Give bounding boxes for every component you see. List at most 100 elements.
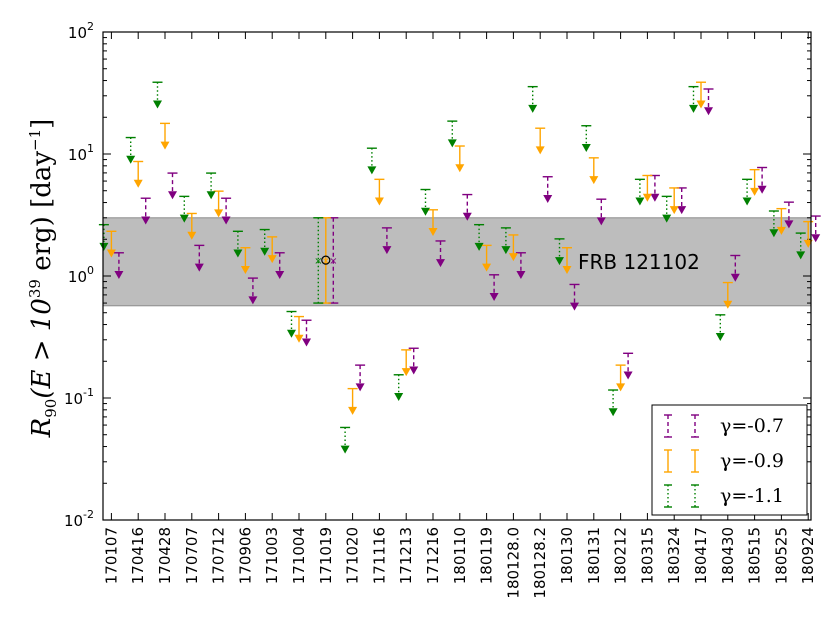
series-1-limit	[106, 230, 117, 258]
series-2-limit	[500, 227, 511, 255]
series-0-limit	[542, 176, 553, 203]
series-2-limit	[340, 426, 351, 454]
series-1-limit	[669, 187, 680, 215]
series-2-limit-arrow	[769, 229, 779, 238]
series-1-limit-arrow	[240, 265, 250, 274]
series-1-limit-arrow	[455, 164, 465, 173]
series-0-limit-arrow	[275, 271, 285, 279]
x-tick-label: 180525	[772, 527, 790, 584]
series-1-limit	[776, 207, 787, 235]
frb-point-x-marker: ×	[314, 256, 322, 267]
series-2-limit	[152, 81, 163, 109]
band-label: FRB 121102	[578, 250, 700, 274]
series-0-limit	[301, 319, 312, 347]
legend-label-2: γ=-1.1	[720, 485, 784, 507]
series-1-limit	[615, 364, 626, 392]
plot-frame	[102, 31, 812, 521]
series-2-limit-arrow	[420, 207, 430, 216]
series-2-limit-arrow	[126, 155, 136, 164]
frb-band	[102, 217, 812, 307]
series-0-limit	[489, 274, 500, 302]
series-0-limit-arrow	[516, 271, 526, 279]
series-1-limit	[562, 247, 572, 274]
series-2-limit	[366, 147, 377, 175]
x-tick-label: 171116	[370, 527, 388, 584]
series-2-limit	[179, 195, 190, 223]
series-1-limit-arrow	[106, 249, 116, 258]
x-tick-label: 180417	[692, 527, 710, 584]
series-1-limit	[240, 247, 251, 274]
series-2-limit	[232, 230, 243, 258]
series-1-limit-arrow	[669, 206, 679, 215]
x-tick-label: 170707	[183, 527, 201, 584]
series-0-limit-arrow	[784, 220, 794, 229]
series-1-limit	[481, 244, 492, 272]
series-0-limit-arrow	[650, 193, 660, 202]
series-1-limit	[428, 209, 438, 237]
y-tick-label: 101	[68, 142, 94, 164]
series-1-limit	[535, 127, 546, 155]
series-2-limit	[634, 178, 645, 206]
series-2-limit	[447, 120, 458, 148]
series-2-limit	[98, 223, 109, 251]
series-1-limit-arrow	[348, 406, 358, 415]
series-0-limit-arrow	[382, 246, 392, 255]
series-1-limit	[588, 157, 599, 185]
series-0-limit-arrow	[436, 259, 446, 268]
series-2-limit	[581, 125, 592, 152]
series-2-limit	[795, 232, 806, 260]
series-1-limit-arrow	[508, 253, 518, 262]
x-tick-label: 171216	[424, 527, 442, 584]
series-0-limit	[462, 193, 473, 221]
series-1-limit-arrow	[428, 228, 438, 237]
series-2-limit-arrow	[152, 100, 162, 109]
series-2-limit	[688, 85, 699, 113]
series-1-limit-arrow	[401, 368, 411, 377]
series-1-limit	[749, 168, 760, 196]
series-0-limit-arrow	[462, 212, 472, 221]
series-1-limit-arrow	[616, 383, 626, 392]
x-tick-label: 171003	[263, 527, 281, 584]
series-1-limit-arrow	[160, 141, 170, 150]
series-2-limit	[661, 195, 672, 223]
series-1-limit	[722, 281, 733, 309]
series-2-limit-arrow	[662, 214, 672, 223]
series-2-limit-arrow	[715, 333, 725, 342]
series-1-limit	[696, 81, 706, 109]
x-tick-label: 180212	[612, 527, 630, 584]
series-2-limit-arrow	[260, 247, 270, 256]
x-tick-label: 180324	[665, 527, 683, 584]
series-0-limit-arrow	[409, 366, 419, 375]
series-2-limit	[715, 314, 726, 342]
y-tick-label: 10-2	[64, 508, 94, 530]
series-2-limit-arrow	[233, 249, 243, 258]
x-tick-label: 170416	[129, 527, 147, 584]
x-tick-label: 171019	[317, 527, 335, 584]
x-tick-label: 180515	[746, 527, 764, 584]
series-2-limit	[125, 136, 136, 164]
series-0-limit-arrow	[596, 217, 606, 226]
series-2-limit	[206, 172, 217, 200]
x-tick-label: 171213	[397, 527, 415, 584]
series-0-limit	[649, 174, 660, 202]
series-2-limit-arrow	[474, 242, 484, 251]
series-2-limit-arrow	[447, 139, 457, 148]
series-2-limit-arrow	[528, 104, 538, 113]
series-1-limit	[267, 236, 278, 264]
series-1-limit-arrow	[723, 300, 733, 309]
series-0-limit-arrow	[677, 206, 687, 215]
series-0-limit	[435, 240, 446, 268]
y-axis-label: R90(E > 1039 erg) [day−1]	[26, 119, 60, 439]
legend-label-1: γ=-0.9	[720, 450, 784, 472]
x-tick-label: 180131	[585, 527, 603, 584]
series-0-limit	[381, 227, 392, 255]
series-0-limit	[757, 166, 768, 194]
series-1-limit-arrow	[482, 263, 492, 272]
x-tick-label: 180128.2	[531, 527, 549, 599]
frb-point-marker	[321, 255, 331, 265]
legend-label-0: γ=-0.7	[720, 415, 784, 437]
series-2-limit-arrow	[206, 191, 216, 200]
x-tick-label: 180128.0	[504, 527, 522, 599]
series-1-limit-arrow	[562, 265, 572, 274]
series-0-limit	[783, 201, 794, 229]
